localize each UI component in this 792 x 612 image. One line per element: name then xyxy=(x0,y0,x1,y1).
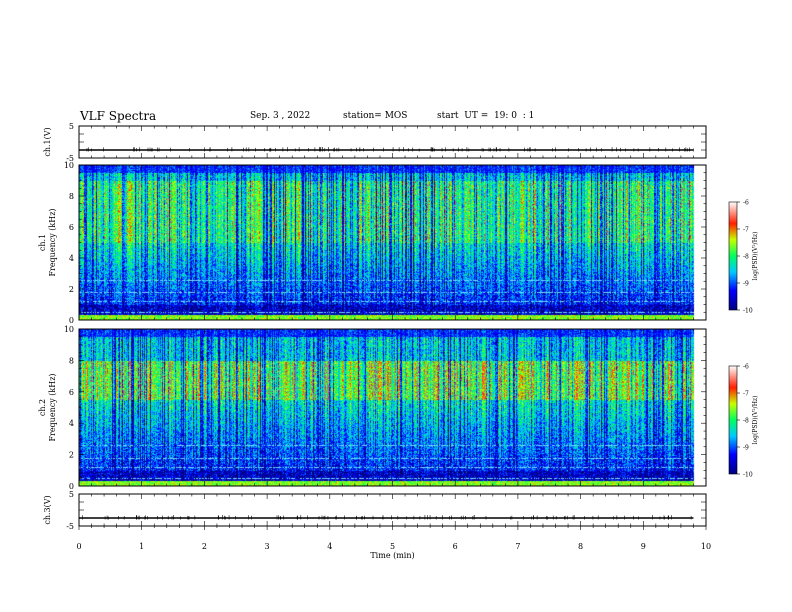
ch1-colorbar-tick-label: -9 xyxy=(743,281,749,288)
ch1-colorbar-label: log(PSD)(V²/Hz) xyxy=(752,232,759,281)
ch2-spectrogram-ylabel-2: Frequency (kHz) xyxy=(48,373,57,441)
ch2-spectrogram-y-tick-label: 10 xyxy=(64,325,74,334)
x-tick-label: 1 xyxy=(139,542,144,551)
ch2-colorbar-tick-label: -7 xyxy=(743,391,749,398)
ch1-spectrogram-y-tick-label: 6 xyxy=(69,223,74,232)
ch2-colorbar-tick-label: -8 xyxy=(743,418,749,425)
ch1-colorbar-tick-label: -6 xyxy=(743,200,749,207)
x-tick-label: 10 xyxy=(701,542,711,551)
ch1-voltage-ylabel: ch.1(V) xyxy=(43,127,52,156)
x-tick-label: 8 xyxy=(578,542,583,551)
ch2-colorbar-tick-label: -9 xyxy=(743,445,749,452)
ch1-voltage-y-tick-label: -5 xyxy=(66,154,74,163)
ch2-spectrogram-y-tick-label: 2 xyxy=(69,451,74,460)
x-tick-label: 9 xyxy=(641,542,646,551)
ch3-voltage-y-tick-label: -5 xyxy=(66,522,74,531)
x-tick-label: 3 xyxy=(265,542,270,551)
start-time-label: start UT = 19: 0 : 1 xyxy=(437,111,535,121)
ch3-voltage-y-tick-label: 5 xyxy=(69,490,74,499)
ch1-spectrogram-y-tick-label: 4 xyxy=(69,254,74,263)
x-tick-label: 2 xyxy=(202,542,207,551)
date-label: Sep. 3 , 2022 xyxy=(250,111,311,121)
ch2-colorbar-label: log(PSD)(V²/Hz) xyxy=(752,396,759,445)
ch1-voltage-y-tick-label: 5 xyxy=(69,122,74,131)
ch2-spectrogram-y-tick-label: 0 xyxy=(69,482,74,491)
station-label: station= MOS xyxy=(343,111,408,121)
ch1-spectrogram-ylabel-1: ch.1 xyxy=(38,234,47,251)
ch2-colorbar-tick-label: -10 xyxy=(743,472,753,479)
ch2-spectrogram-ylabel-1: ch.2 xyxy=(38,399,47,416)
ch1-colorbar-tick-label: -8 xyxy=(743,254,749,261)
ch1-colorbar-tick-label: -7 xyxy=(743,227,749,234)
ch1-spectrogram-y-tick-label: 10 xyxy=(64,161,74,170)
ch3-voltage-ylabel: ch.3(V) xyxy=(43,495,52,524)
ch2-spectrogram-image xyxy=(79,329,706,486)
ch2-colorbar-scale xyxy=(728,365,738,475)
x-tick-label: 7 xyxy=(515,542,520,551)
ch2-spectrogram-y-tick-label: 6 xyxy=(69,388,74,397)
x-tick-label: 4 xyxy=(327,542,332,551)
ch2-spectrogram-y-tick-label: 8 xyxy=(69,356,74,365)
ch1-colorbar-scale xyxy=(728,201,738,311)
ch1-spectrogram-y-tick-label: 8 xyxy=(69,192,74,201)
ch1-spectrogram-y-tick-label: 2 xyxy=(69,285,74,294)
chart-title: VLF Spectra xyxy=(80,109,157,123)
x-axis-label: Time (min) xyxy=(370,551,414,560)
ch1-colorbar-tick-label: -10 xyxy=(743,308,753,315)
x-tick-label: 6 xyxy=(453,542,458,551)
ch2-colorbar-tick-label: -6 xyxy=(743,364,749,371)
x-tick-label: 0 xyxy=(76,542,81,551)
ch1-spectrogram-y-tick-label: 0 xyxy=(69,316,74,325)
x-tick-label: 5 xyxy=(390,542,395,551)
ch1-spectrogram-image xyxy=(79,165,706,320)
ch1-spectrogram-ylabel-2: Frequency (kHz) xyxy=(48,208,57,276)
ch2-spectrogram-y-tick-label: 4 xyxy=(69,419,74,428)
